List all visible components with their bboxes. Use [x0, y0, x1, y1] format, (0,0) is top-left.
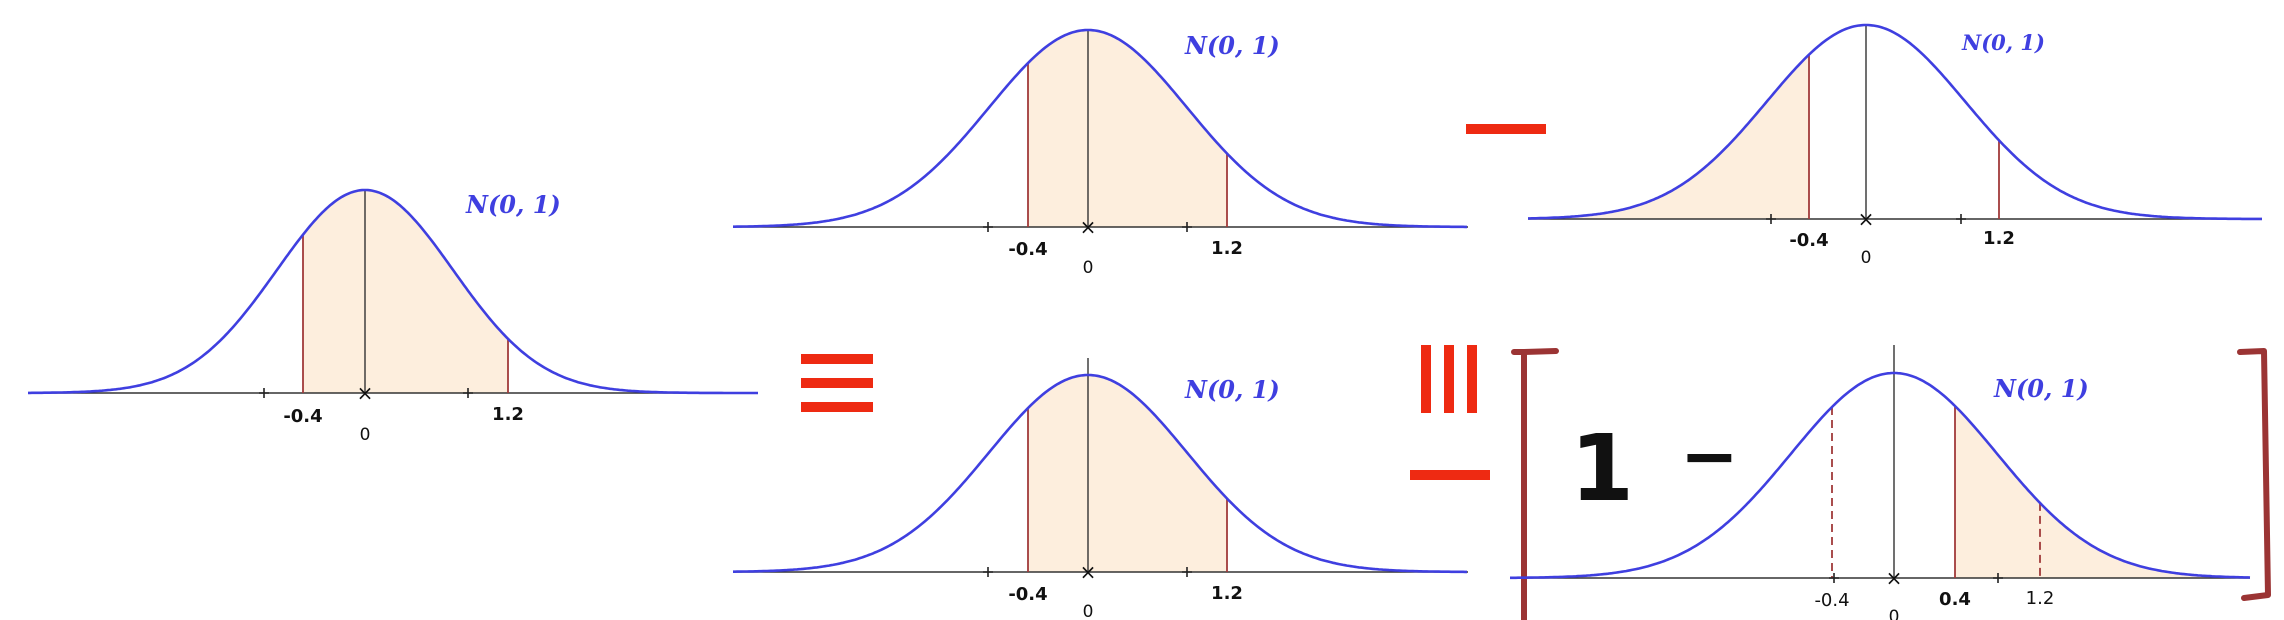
shaded-area — [1028, 30, 1227, 227]
density-curve — [28, 188, 758, 395]
tick-mark — [1182, 222, 1192, 232]
equals-operator-vertical — [1421, 345, 1477, 413]
distribution-label: N(0, 1) — [1184, 375, 1280, 404]
tick-label-upper: 1.2 — [1211, 238, 1243, 259]
tick-label-zero: 0 — [1889, 607, 1900, 620]
panel-bottom-right: × -0.4 0 0.4 1.2 N(0, 1) — [1510, 345, 2251, 620]
left-bracket — [1511, 349, 1527, 620]
minus-operator — [1410, 470, 1490, 480]
tick-mark — [1182, 567, 1192, 577]
panel-left: × -0.4 0 1.2 N(0, 1) — [28, 188, 758, 445]
tick-label-zero: 0 — [1083, 258, 1094, 278]
density-curve — [733, 373, 1467, 574]
center-marker: × — [1858, 207, 1875, 231]
tick-label-lower: -0.4 — [1789, 230, 1828, 251]
expression-minus: − — [1680, 415, 1739, 497]
tick-label-lower: -0.4 — [1008, 584, 1047, 605]
shaded-area — [1528, 55, 1809, 219]
density-curve — [1510, 371, 2251, 580]
minus-operator — [1466, 124, 1546, 134]
tick-label-upper: 1.2 — [2026, 588, 2055, 609]
panel-top-middle: × -0.4 0 1.2 N(0, 1) — [733, 28, 1468, 278]
left-bracket-top — [1521, 348, 1559, 355]
shaded-area — [1955, 406, 2250, 578]
tick-label-lower: -0.4 — [1008, 239, 1047, 260]
tick-label-lower: 0.4 — [1939, 589, 1971, 610]
panel-bottom-middle: × -0.4 0 1.2 N(0, 1) — [733, 358, 1468, 620]
tick-mark — [983, 567, 993, 577]
distribution-label: N(0, 1) — [1961, 30, 2045, 55]
equals-operator — [801, 354, 873, 412]
tick-label-zero: 0 — [360, 425, 371, 445]
tick-marks — [1829, 573, 2003, 583]
tick-mark — [1829, 573, 1839, 583]
distribution-label: N(0, 1) — [465, 190, 561, 219]
tick-marks — [259, 388, 473, 398]
expression-one: 1 — [1570, 415, 1634, 522]
panel-top-right: × -0.4 0 1.2 N(0, 1) — [1528, 23, 2262, 268]
tick-marks — [983, 567, 1192, 577]
distribution-label: N(0, 1) — [1184, 31, 1280, 60]
shaded-area — [303, 190, 508, 393]
density-curve — [733, 28, 1467, 229]
tick-label-zero: 0 — [1861, 248, 1872, 268]
tick-mark — [463, 388, 473, 398]
tick-mark — [1993, 573, 2003, 583]
tick-mark — [1766, 214, 1776, 224]
tick-label-upper: 1.2 — [492, 404, 524, 425]
tick-marks — [1766, 214, 1966, 224]
tick-mark — [983, 222, 993, 232]
distribution-label: N(0, 1) — [1993, 374, 2089, 403]
tick-mark — [1956, 214, 1966, 224]
density-curve — [1528, 23, 2262, 221]
right-bracket — [2237, 348, 2271, 601]
center-marker: × — [1080, 215, 1097, 239]
shaded-area — [1028, 375, 1227, 572]
tick-mark — [259, 388, 269, 398]
tick-marks — [983, 222, 1192, 232]
center-marker: × — [1886, 566, 1903, 590]
tick-label-upper: 1.2 — [1983, 228, 2015, 249]
center-marker: × — [357, 381, 374, 405]
tick-label-lower: -0.4 — [283, 406, 322, 427]
tick-label-upper: 1.2 — [1211, 583, 1243, 604]
tick-label-neg: -0.4 — [1814, 590, 1849, 611]
center-marker: × — [1080, 560, 1097, 584]
tick-label-zero: 0 — [1083, 602, 1094, 620]
